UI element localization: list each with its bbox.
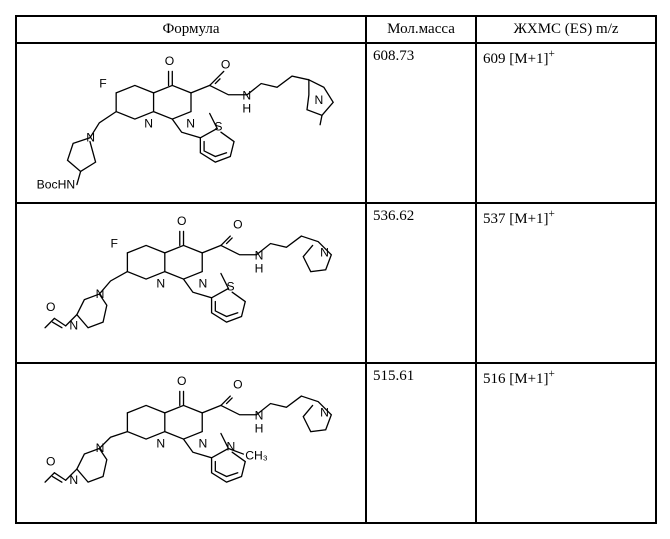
ms-cell: 516 [M+1]+ [476, 363, 656, 523]
svg-text:N: N [86, 131, 95, 145]
svg-text:S: S [214, 119, 222, 133]
svg-text:N: N [156, 277, 165, 291]
svg-text:O: O [46, 300, 55, 314]
svg-text:N: N [255, 408, 264, 422]
header-formula: Формула [16, 16, 366, 43]
ms-cell: 609 [M+1]+ [476, 43, 656, 203]
svg-text:F: F [111, 236, 118, 250]
svg-text:N: N [242, 88, 251, 102]
compound-table: Формула Мол.масса ЖХМС (ES) m/z OONHFNNS… [15, 15, 657, 524]
formula-cell: OONHFNNSNNBocHN [16, 43, 366, 203]
svg-text:O: O [177, 374, 186, 388]
svg-text:H: H [255, 422, 264, 436]
header-mass: Мол.масса [366, 16, 476, 43]
svg-text:H: H [255, 262, 264, 276]
svg-text:N: N [320, 406, 329, 420]
formula-cell: OONHFNNSNNON [16, 203, 366, 363]
table-row: OONHFNNSNNON536.62537 [M+1]+ [16, 203, 656, 363]
table-row: OONHNNNCH₃NNON515.61516 [M+1]+ [16, 363, 656, 523]
formula-cell: OONHNNNCH₃NNON [16, 363, 366, 523]
svg-text:N: N [186, 117, 195, 131]
mass-cell: 608.73 [366, 43, 476, 203]
svg-text:H: H [242, 102, 251, 116]
mass-cell: 515.61 [366, 363, 476, 523]
svg-text:O: O [233, 378, 242, 392]
svg-text:N: N [69, 473, 78, 487]
structure-diagram: OONHFNNSNNBocHN [23, 48, 359, 193]
svg-text:O: O [165, 54, 174, 68]
ms-cell: 537 [M+1]+ [476, 203, 656, 363]
svg-text:N: N [320, 246, 329, 260]
svg-text:N: N [156, 437, 165, 451]
svg-text:S: S [227, 279, 235, 293]
svg-text:N: N [227, 439, 236, 453]
svg-text:N: N [255, 248, 264, 262]
structure-diagram: OONHFNNSNNON [23, 208, 359, 353]
svg-text:N: N [144, 117, 153, 131]
svg-text:O: O [46, 454, 55, 468]
svg-text:N: N [198, 437, 207, 451]
svg-text:BocHN: BocHN [37, 177, 76, 191]
svg-text:N: N [314, 93, 323, 107]
mass-cell: 536.62 [366, 203, 476, 363]
table-row: OONHFNNSNNBocHN608.73609 [M+1]+ [16, 43, 656, 203]
header-ms: ЖХМС (ES) m/z [476, 16, 656, 43]
svg-text:O: O [233, 218, 242, 232]
svg-text:CH₃: CH₃ [245, 449, 268, 463]
svg-text:O: O [221, 58, 230, 72]
svg-text:N: N [198, 277, 207, 291]
svg-text:N: N [96, 287, 105, 301]
svg-text:N: N [96, 441, 105, 455]
svg-text:F: F [99, 76, 106, 90]
header-row: Формула Мол.масса ЖХМС (ES) m/z [16, 16, 656, 43]
structure-diagram: OONHNNNCH₃NNON [23, 368, 359, 513]
svg-text:N: N [69, 319, 78, 333]
svg-text:O: O [177, 214, 186, 228]
